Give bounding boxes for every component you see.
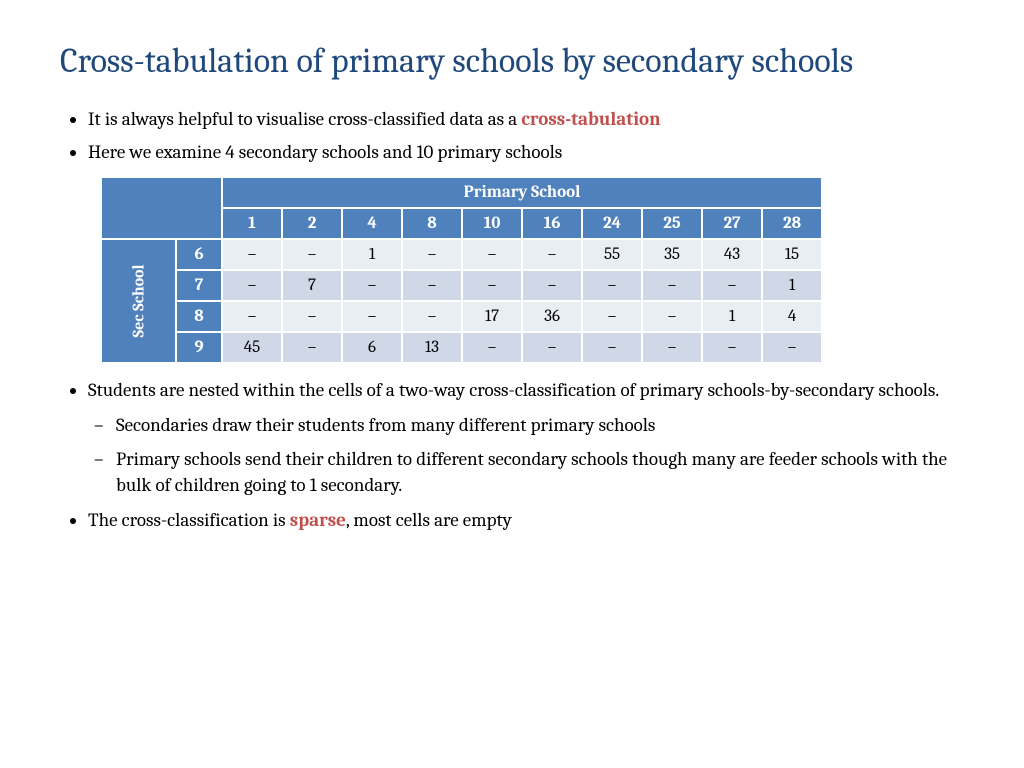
- table-cell: –: [522, 332, 582, 363]
- col-header: 4: [342, 208, 402, 239]
- table-cell: –: [582, 332, 642, 363]
- table-cell: 13: [402, 332, 462, 363]
- cross-tab-table: Primary School 1 2 4 8 10 16 24 25 27 28…: [100, 176, 823, 364]
- bullet-item: It is always helpful to visualise cross-…: [88, 107, 964, 133]
- table-cell: –: [402, 270, 462, 301]
- table-row: 9 45 – 6 13 – – – – – –: [101, 332, 822, 363]
- table-cell: –: [282, 239, 342, 270]
- table-corner: [101, 177, 222, 239]
- table-cell: –: [342, 301, 402, 332]
- row-header: 8: [176, 301, 222, 332]
- table-cell: –: [582, 301, 642, 332]
- table-cell: –: [462, 332, 522, 363]
- bullet-item: Here we examine 4 secondary schools and …: [88, 140, 964, 166]
- table-cell: 7: [282, 270, 342, 301]
- table-cell: –: [522, 270, 582, 301]
- row-header: 9: [176, 332, 222, 363]
- table-cell: 6: [342, 332, 402, 363]
- table-row: Primary School: [101, 177, 822, 208]
- sub-bullet-list: Secondaries draw their students from man…: [88, 413, 964, 498]
- table-cell: –: [402, 239, 462, 270]
- table-cell: –: [762, 332, 822, 363]
- bullet-text: It is always helpful to visualise cross-…: [88, 108, 521, 130]
- table-row: 7 – 7 – – – – – – – 1: [101, 270, 822, 301]
- row-header: 7: [176, 270, 222, 301]
- table-cell: 17: [462, 301, 522, 332]
- table-cell: 43: [702, 239, 762, 270]
- table-cell: –: [222, 301, 282, 332]
- col-header: 24: [582, 208, 642, 239]
- table-cell: 45: [222, 332, 282, 363]
- table-cell: 36: [522, 301, 582, 332]
- table-cell: 15: [762, 239, 822, 270]
- table-cell: –: [282, 332, 342, 363]
- table-cell: –: [642, 332, 702, 363]
- sub-bullet-item: Secondaries draw their students from man…: [116, 413, 964, 439]
- sub-bullet-item: Primary schools send their children to d…: [116, 447, 964, 498]
- table-cell: –: [222, 270, 282, 301]
- col-header: 1: [222, 208, 282, 239]
- table-cell: –: [702, 332, 762, 363]
- table-cell: –: [702, 270, 762, 301]
- slide-title: Cross-tabulation of primary schools by s…: [60, 40, 964, 83]
- highlight-term: cross-tabulation: [521, 108, 660, 130]
- highlight-term: sparse: [290, 509, 346, 531]
- table-cell: –: [462, 239, 522, 270]
- table-cell: –: [282, 301, 342, 332]
- bullet-item: The cross-classification is sparse, most…: [88, 508, 964, 534]
- row-header: 6: [176, 239, 222, 270]
- bullet-list: Students are nested within the cells of …: [60, 378, 964, 534]
- col-header: 10: [462, 208, 522, 239]
- table-row: 8 – – – – 17 36 – – 1 4: [101, 301, 822, 332]
- col-header: 2: [282, 208, 342, 239]
- table-cell: –: [462, 270, 522, 301]
- col-header: 27: [702, 208, 762, 239]
- table-cell: 4: [762, 301, 822, 332]
- table-cell: –: [522, 239, 582, 270]
- table-cell: 1: [342, 239, 402, 270]
- table-cell: –: [222, 239, 282, 270]
- bullet-text: Students are nested within the cells of …: [88, 379, 939, 401]
- table-row: Sec School 6 – – 1 – – – 55 35 43 15: [101, 239, 822, 270]
- bullet-item: Students are nested within the cells of …: [88, 378, 964, 499]
- table-cell: –: [582, 270, 642, 301]
- table-cell: 1: [702, 301, 762, 332]
- col-header: 8: [402, 208, 462, 239]
- table-cell: 35: [642, 239, 702, 270]
- table-cell: 1: [762, 270, 822, 301]
- bullet-text: , most cells are empty: [346, 509, 512, 531]
- table-cell: –: [342, 270, 402, 301]
- col-header: 28: [762, 208, 822, 239]
- sec-school-header: Sec School: [101, 239, 176, 363]
- table-cell: –: [642, 270, 702, 301]
- table-cell: 55: [582, 239, 642, 270]
- table-cell: –: [402, 301, 462, 332]
- bullet-text: The cross-classification is: [88, 509, 290, 531]
- cross-tab-table-wrap: Primary School 1 2 4 8 10 16 24 25 27 28…: [100, 176, 964, 364]
- primary-school-header: Primary School: [222, 177, 822, 208]
- col-header: 25: [642, 208, 702, 239]
- table-cell: –: [642, 301, 702, 332]
- col-header: 16: [522, 208, 582, 239]
- bullet-list: It is always helpful to visualise cross-…: [60, 107, 964, 166]
